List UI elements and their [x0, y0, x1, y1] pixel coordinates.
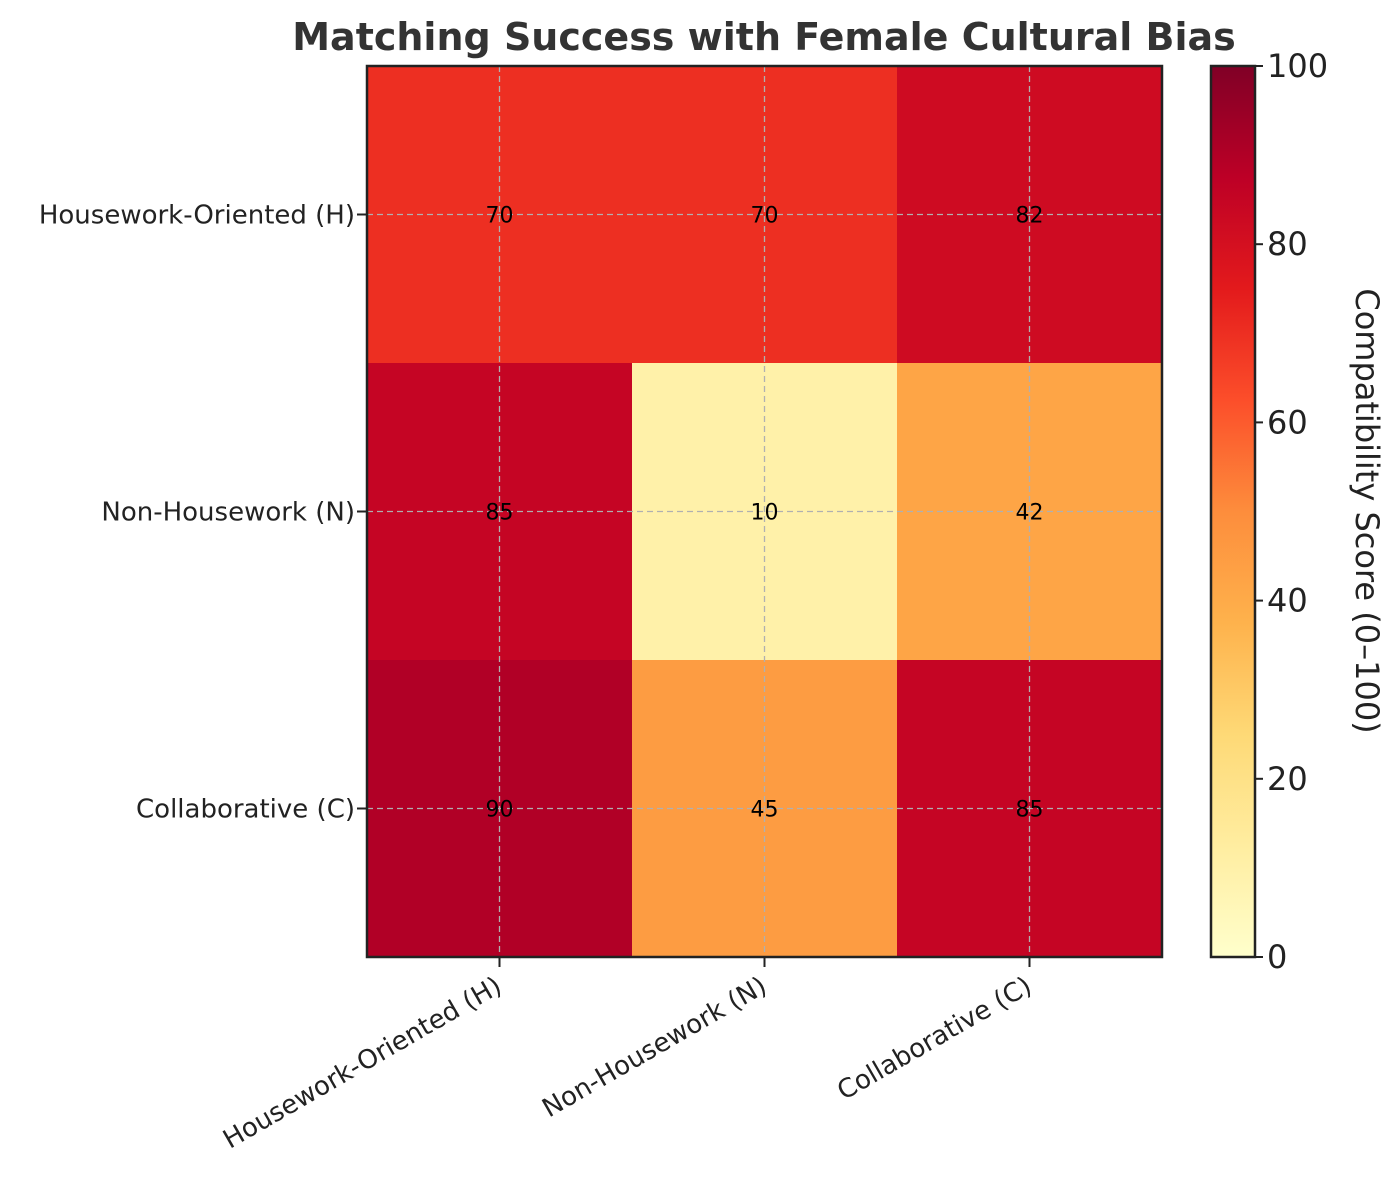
cell-value-label: 10	[751, 501, 779, 526]
y-tick-label: Collaborative (C)	[136, 795, 355, 825]
x-axis-ticks: Housework-Oriented (H) Non-Housework (N) C…	[218, 957, 1037, 1155]
heatmap-cell	[632, 66, 898, 364]
cell-value-label: 70	[486, 204, 514, 229]
grid-lines	[367, 66, 1162, 957]
y-axis-ticks: Housework-Oriented (H) Non-Housework (N) C…	[39, 201, 367, 825]
y-tick-label: Housework-Oriented (H)	[39, 201, 355, 231]
cell-value-label: 70	[751, 204, 779, 229]
colorbar-ticks: 0 20 40 60 80 100	[1255, 47, 1328, 976]
colorbar-tick-label: 60	[1267, 403, 1308, 441]
cell-value-label: 45	[751, 798, 779, 823]
x-tick-label: Non-Housework (N)	[537, 971, 772, 1124]
cell-value-label: 85	[486, 501, 514, 526]
colorbar-frame	[1209, 64, 1257, 959]
colorbar	[1211, 66, 1255, 957]
colorbar-label: Compatibility Score (0–100)	[1348, 288, 1386, 733]
cell-value-label: 90	[486, 798, 514, 823]
x-tick-label: Housework-Oriented (H)	[218, 971, 507, 1155]
cell-value-labels: 70 70 82 85 10 42 90 45 85	[486, 204, 1044, 823]
cell-value-label: 85	[1016, 798, 1044, 823]
colorbar-tick-label: 80	[1267, 225, 1308, 263]
cell-value-label: 82	[1016, 204, 1044, 229]
colorbar-tick-label: 0	[1267, 938, 1287, 976]
colorbar-tick-label: 40	[1267, 582, 1308, 620]
cell-value-label: 42	[1016, 501, 1044, 526]
chart-title: Matching Success with Female Cultural Bi…	[292, 15, 1236, 59]
colorbar-tick-label: 20	[1267, 760, 1308, 798]
x-tick-label: Collaborative (C)	[832, 971, 1037, 1106]
y-tick-label: Non-Housework (N)	[101, 498, 355, 528]
colorbar-tick-label: 100	[1267, 47, 1328, 85]
